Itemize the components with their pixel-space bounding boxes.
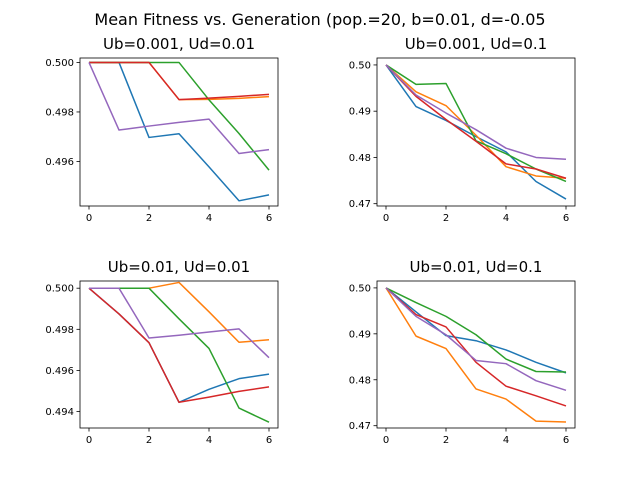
x-tick-label: 6 (266, 213, 272, 224)
subplot-3: Ub=0.01, Ud=0.01 0 2 4 6 0.494 0.496 0.498 0.500 (45, 258, 279, 446)
series-line-run4 (385, 64, 567, 179)
y-tick-label: 0.47 (349, 199, 371, 210)
series-line-run1 (385, 64, 567, 200)
series-line-run4 (88, 287, 270, 404)
series-group (385, 64, 567, 200)
axes-frame (376, 57, 576, 207)
series-line-run5 (385, 287, 567, 392)
y-tick-label: 0.496 (45, 157, 74, 168)
axes-frame (79, 280, 279, 429)
series-line-run4 (385, 287, 567, 407)
x-tick-label: 4 (503, 213, 509, 224)
y-tick-label: 0.500 (45, 58, 74, 69)
subplot-title: Ub=0.001, Ud=0.01 (103, 35, 255, 53)
series-line-run3 (385, 287, 567, 373)
axes-frame (79, 57, 279, 207)
series-line-run1 (385, 287, 567, 374)
y-tick-label: 0.49 (349, 329, 371, 340)
x-tick-label: 0 (383, 213, 389, 224)
y-tick-label: 0.498 (45, 325, 74, 336)
series-group (88, 61, 270, 202)
series-line-run4 (89, 61, 270, 101)
y-tick-label: 0.47 (349, 421, 371, 432)
subplot-4: Ub=0.01, Ud=0.1 0 2 4 6 0.47 0.48 0.49 0.50 (349, 258, 576, 446)
x-tick-label: 6 (266, 435, 272, 446)
subplot-title: Ub=0.001, Ud=0.1 (405, 35, 547, 53)
x-tick-label: 0 (383, 435, 389, 446)
subplot-2: Ub=0.001, Ud=0.1 0 2 4 6 0.47 0.48 0.49 0.50 (349, 35, 576, 224)
x-tick-label: 0 (86, 435, 92, 446)
subplot-title: Ub=0.01, Ud=0.1 (410, 258, 543, 276)
subplots: Ub=0.001, Ud=0.010 2 4 60.4960.4980.500Ub=0… (45, 35, 576, 446)
series-line-run5 (385, 64, 567, 161)
y-tick-label: 0.50 (349, 283, 371, 294)
y-tick-label: 0.500 (45, 284, 74, 295)
series-line-run2 (385, 64, 567, 179)
x-tick-label: 2 (146, 213, 152, 224)
axes-frame (376, 280, 576, 429)
series-line-run2 (385, 287, 567, 423)
x-tick-label: 6 (563, 435, 569, 446)
y-tick-label: 0.496 (45, 366, 74, 377)
y-tick-label: 0.49 (349, 107, 371, 118)
y-tick-label: 0.48 (349, 153, 371, 164)
series-group (385, 287, 567, 423)
x-tick-label: 6 (563, 213, 569, 224)
x-tick-label: 0 (86, 213, 92, 224)
x-tick-label: 4 (206, 213, 212, 224)
x-tick-label: 2 (443, 435, 449, 446)
x-tick-label: 2 (443, 213, 449, 224)
subplot-title: Ub=0.01, Ud=0.01 (108, 258, 250, 276)
y-tick-label: 0.498 (45, 107, 74, 118)
series-group (88, 281, 270, 423)
x-tick-label: 4 (206, 435, 212, 446)
series-line-run5 (88, 62, 270, 155)
y-tick-label: 0.48 (349, 375, 371, 386)
y-tick-label: 0.494 (45, 407, 74, 418)
subplot-1: Ub=0.001, Ud=0.01 0 2 4 6 0.496 0.498 0.500 (45, 35, 279, 224)
series-line-run5 (89, 287, 270, 359)
x-tick-label: 4 (503, 435, 509, 446)
x-tick-label: 2 (146, 435, 152, 446)
figure-title: Mean Fitness vs. Generation (pop.=20, b=… (94, 10, 545, 29)
y-tick-label: 0.50 (349, 60, 371, 71)
